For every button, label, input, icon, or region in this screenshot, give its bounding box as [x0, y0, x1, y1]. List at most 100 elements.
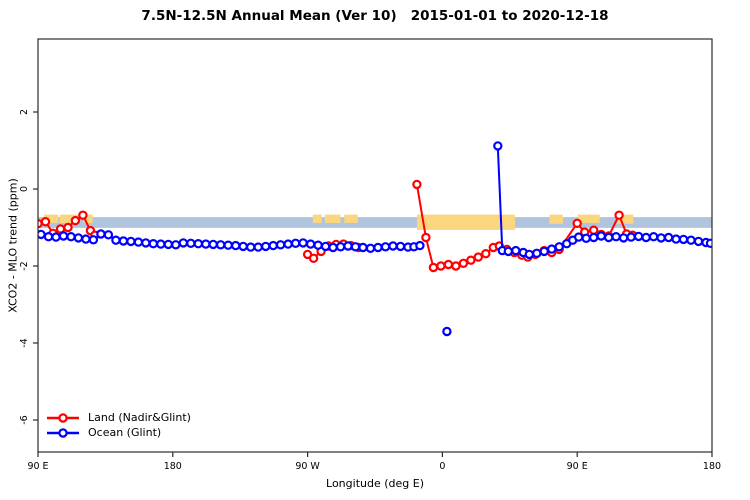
x-tick-label: 90 E	[567, 461, 588, 472]
data-point-marker	[253, 242, 263, 252]
land-map-patch	[577, 214, 600, 224]
data-point-marker	[156, 239, 166, 249]
data-point-marker	[395, 241, 406, 252]
data-point-marker	[118, 236, 129, 246]
data-point-marker	[126, 236, 136, 247]
data-point-marker	[238, 241, 248, 252]
data-point-marker	[611, 231, 621, 242]
data-point-marker	[290, 238, 301, 248]
data-point-marker	[320, 241, 331, 252]
data-point-marker	[656, 233, 666, 243]
data-point-marker	[503, 246, 513, 257]
data-point-marker	[70, 215, 81, 226]
data-point-marker	[96, 229, 106, 239]
data-point-marker	[148, 238, 158, 249]
x-tick-label: 180	[703, 461, 721, 472]
data-point-marker	[78, 210, 88, 220]
data-point-marker	[298, 238, 308, 248]
data-point-marker	[66, 231, 76, 242]
data-point-marker	[626, 232, 636, 242]
data-point-marker	[245, 242, 256, 252]
data-point-marker	[261, 241, 271, 252]
y-tick-label: -4	[19, 338, 30, 347]
land-map-patch	[59, 214, 79, 224]
y-tick-label: -6	[19, 415, 30, 424]
data-point-marker	[481, 248, 491, 259]
data-point-marker	[358, 242, 368, 253]
x-tick-label: 0	[439, 461, 445, 472]
data-point-marker	[201, 239, 211, 249]
data-point-marker	[223, 240, 233, 250]
data-point-marker	[428, 262, 439, 273]
data-point-marker	[572, 218, 582, 228]
data-point-marker	[350, 242, 361, 252]
x-tick-label: 180	[164, 461, 182, 472]
data-point-marker	[451, 261, 461, 271]
data-point-marker	[215, 240, 226, 250]
legend-label: Land (Nadir&Glint)	[88, 411, 191, 424]
data-point-marker	[421, 232, 431, 243]
data-point-marker	[133, 237, 144, 247]
data-point-marker	[614, 210, 624, 220]
data-point-marker	[40, 216, 51, 227]
plot-area	[38, 141, 712, 337]
land-map-patch	[324, 214, 341, 224]
data-point-marker	[493, 141, 503, 151]
data-point-marker	[524, 249, 535, 260]
data-point-marker	[373, 242, 383, 253]
data-point-marker	[663, 232, 674, 243]
data-point-marker	[473, 252, 483, 262]
data-point-marker	[415, 240, 425, 251]
data-point-marker	[328, 242, 338, 253]
data-point-marker	[186, 238, 196, 248]
legend-sample-marker	[58, 412, 68, 423]
data-point-marker	[705, 238, 712, 248]
data-point-marker	[103, 230, 114, 240]
data-point-marker	[671, 234, 681, 244]
y-tick-label: 2	[19, 109, 30, 115]
data-point-marker	[365, 243, 376, 253]
legend-sample-marker	[58, 427, 68, 438]
data-point-marker	[618, 233, 629, 243]
data-point-marker	[171, 240, 181, 250]
land-map-patch	[416, 214, 516, 230]
data-point-marker	[81, 234, 91, 244]
land-map-patch	[616, 214, 634, 224]
legend-item-ocean: Ocean (Glint)	[46, 425, 191, 440]
data-point-marker	[141, 238, 151, 248]
x-tick-label: 90 E	[27, 461, 48, 472]
data-point-marker	[305, 239, 316, 249]
data-point-marker	[554, 242, 564, 252]
y-axis-label: XCO2 - MLO trend (ppm)	[6, 178, 20, 313]
land-map-patch	[312, 214, 322, 224]
data-point-marker	[443, 259, 454, 270]
data-point-marker	[442, 326, 452, 337]
legend-marker-icon	[47, 412, 79, 423]
data-point-marker	[458, 258, 469, 268]
data-point-marker	[604, 232, 614, 243]
data-point-marker	[648, 231, 659, 242]
chart-legend: Land (Nadir&Glint) Ocean (Glint)	[46, 410, 191, 440]
data-point-marker	[466, 255, 476, 265]
data-point-marker	[163, 239, 173, 250]
data-point-marker	[275, 240, 286, 250]
data-point-marker	[208, 239, 218, 250]
data-point-marker	[589, 225, 599, 235]
data-point-marker	[178, 238, 188, 248]
data-point-marker	[511, 245, 521, 256]
data-point-marker	[283, 239, 293, 249]
data-point-marker	[581, 233, 591, 243]
data-point-marker	[641, 232, 651, 243]
data-point-marker	[380, 242, 391, 252]
land-map-patch	[344, 214, 358, 224]
chart-title: 7.5N-12.5N Annual Mean (Ver 10) 2015-01-…	[141, 8, 609, 24]
data-point-marker	[308, 253, 319, 263]
data-point-marker	[436, 261, 446, 271]
y-tick-label: 0	[19, 186, 30, 192]
land-map-patch	[549, 214, 563, 224]
data-point-marker	[574, 232, 584, 242]
data-point-marker	[111, 235, 121, 245]
x-axis-label: Longitude (deg E)	[326, 477, 424, 490]
